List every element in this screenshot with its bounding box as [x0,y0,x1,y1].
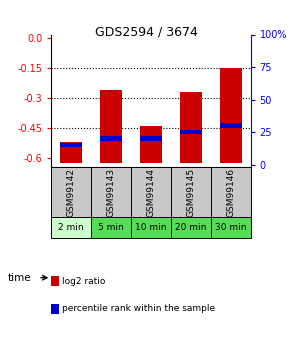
FancyBboxPatch shape [51,217,91,238]
FancyBboxPatch shape [211,167,251,217]
Bar [180,130,202,134]
Text: percentile rank within the sample: percentile rank within the sample [62,304,216,313]
FancyBboxPatch shape [51,167,91,217]
FancyBboxPatch shape [91,217,131,238]
Text: 10 min: 10 min [135,223,167,232]
Bar [140,136,162,141]
FancyBboxPatch shape [91,167,131,217]
Bar [140,126,162,164]
FancyBboxPatch shape [171,167,211,217]
Text: log2 ratio: log2 ratio [62,277,106,286]
Bar [100,136,122,141]
Text: GSM99146: GSM99146 [226,168,235,217]
Bar [60,143,82,147]
Bar [220,124,241,128]
Text: GSM99142: GSM99142 [67,168,76,217]
Text: GDS2594 / 3674: GDS2594 / 3674 [95,26,198,39]
Bar [60,142,82,164]
FancyBboxPatch shape [211,217,251,238]
FancyBboxPatch shape [131,167,171,217]
Text: 30 min: 30 min [215,223,246,232]
Text: GSM99145: GSM99145 [186,168,195,217]
Text: GSM99144: GSM99144 [146,168,155,217]
Text: 5 min: 5 min [98,223,124,232]
FancyBboxPatch shape [131,217,171,238]
Text: 20 min: 20 min [175,223,207,232]
Bar [180,92,202,164]
Bar [220,68,241,164]
Text: GSM99143: GSM99143 [107,168,115,217]
Text: 2 min: 2 min [58,223,84,232]
Text: time: time [7,273,31,283]
FancyBboxPatch shape [171,217,211,238]
Bar [100,90,122,164]
